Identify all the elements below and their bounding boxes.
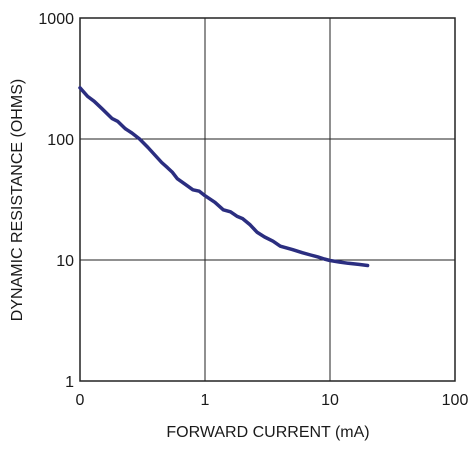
y-tick-label: 100 xyxy=(47,132,74,149)
y-axis-label: DYNAMIC RESISTANCE (OHMS) xyxy=(9,79,26,321)
x-tick-label: 1 xyxy=(201,392,210,409)
plot-frame xyxy=(79,17,456,382)
grid xyxy=(80,18,455,381)
x-tick-label: 10 xyxy=(321,392,339,409)
y-tick-label: 1000 xyxy=(38,11,74,28)
x-tick-label: 0 xyxy=(76,392,85,409)
y-tick-label: 1 xyxy=(65,374,74,391)
x-axis-label: FORWARD CURRENT (mA) xyxy=(166,424,369,441)
resistance-curve xyxy=(78,86,370,268)
y-tick-label: 10 xyxy=(56,253,74,270)
x-tick-label: 100 xyxy=(442,392,468,409)
